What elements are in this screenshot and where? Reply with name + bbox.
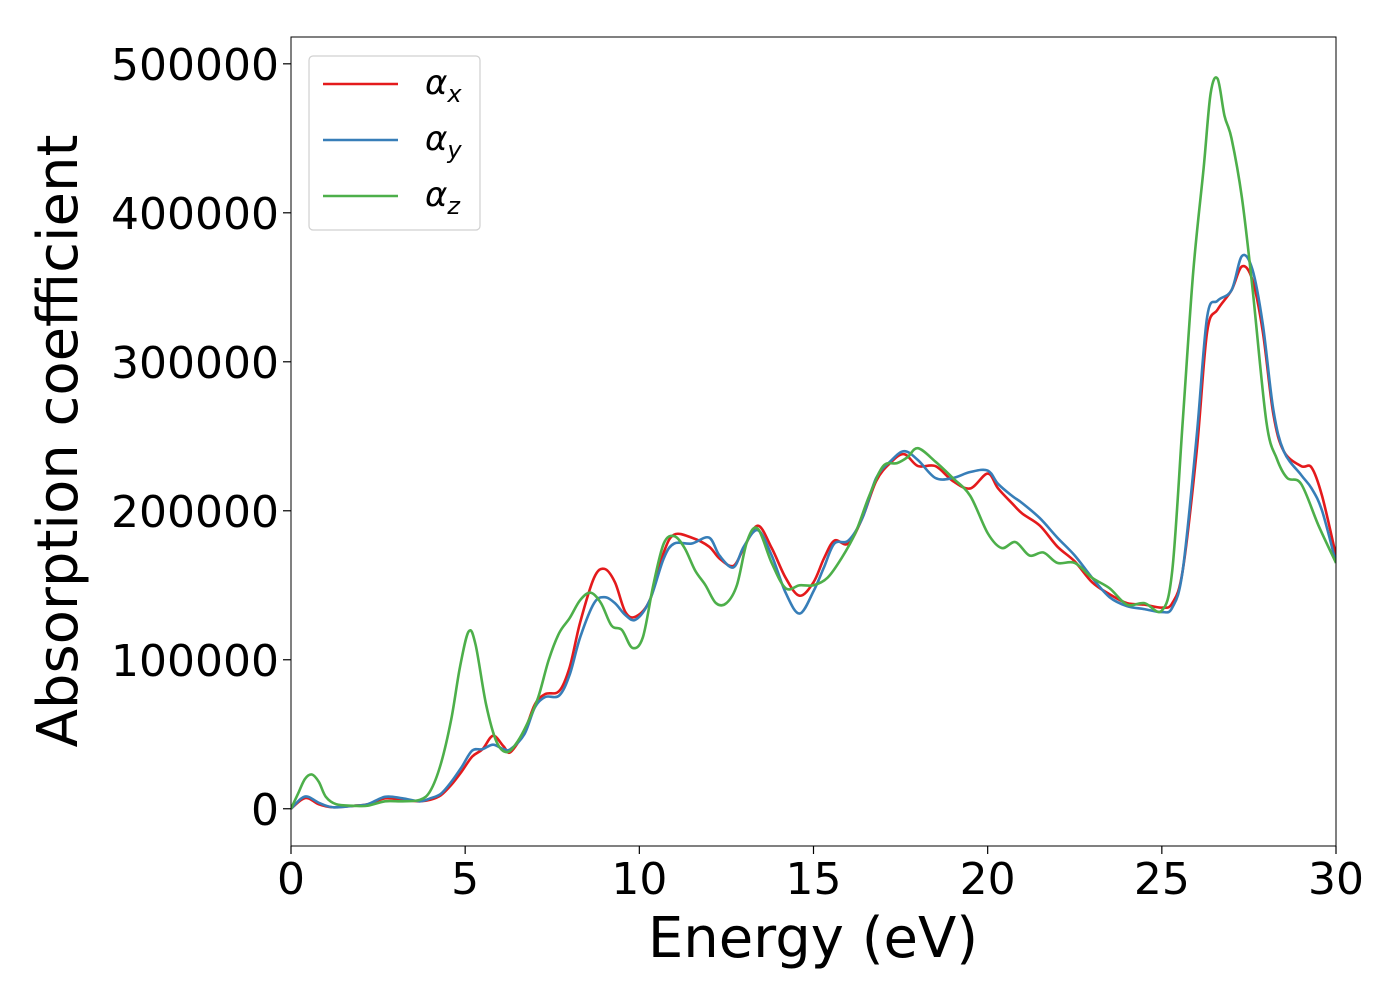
y-tick-label: 500000 — [111, 40, 279, 91]
x-tick-label: 15 — [786, 854, 842, 905]
series-line-z — [291, 76, 1336, 810]
x-tick-label: 0 — [277, 854, 305, 905]
y-tick-label: 400000 — [111, 189, 279, 240]
x-tick-label: 10 — [611, 854, 667, 905]
x-tick-label: 30 — [1308, 854, 1364, 905]
y-axis-title: Absorption coefficient — [26, 135, 91, 748]
legend-box — [308, 55, 481, 231]
x-tick-label: 5 — [451, 854, 479, 905]
y-tick-label: 100000 — [111, 636, 279, 687]
x-tick-label: 25 — [1134, 854, 1190, 905]
y-tick-label: 0 — [251, 785, 279, 836]
y-axis: 0 100000 200000 300000 400000 500000 — [111, 40, 291, 836]
y-tick-label: 300000 — [111, 338, 279, 389]
x-axis-title: Energy (eV) — [648, 906, 978, 971]
y-tick-label: 200000 — [111, 487, 279, 538]
series-line-y — [291, 253, 1336, 810]
series-lines — [291, 76, 1336, 810]
x-axis: 0 5 10 15 20 25 30 — [277, 846, 1364, 905]
x-tick-label: 20 — [960, 854, 1016, 905]
